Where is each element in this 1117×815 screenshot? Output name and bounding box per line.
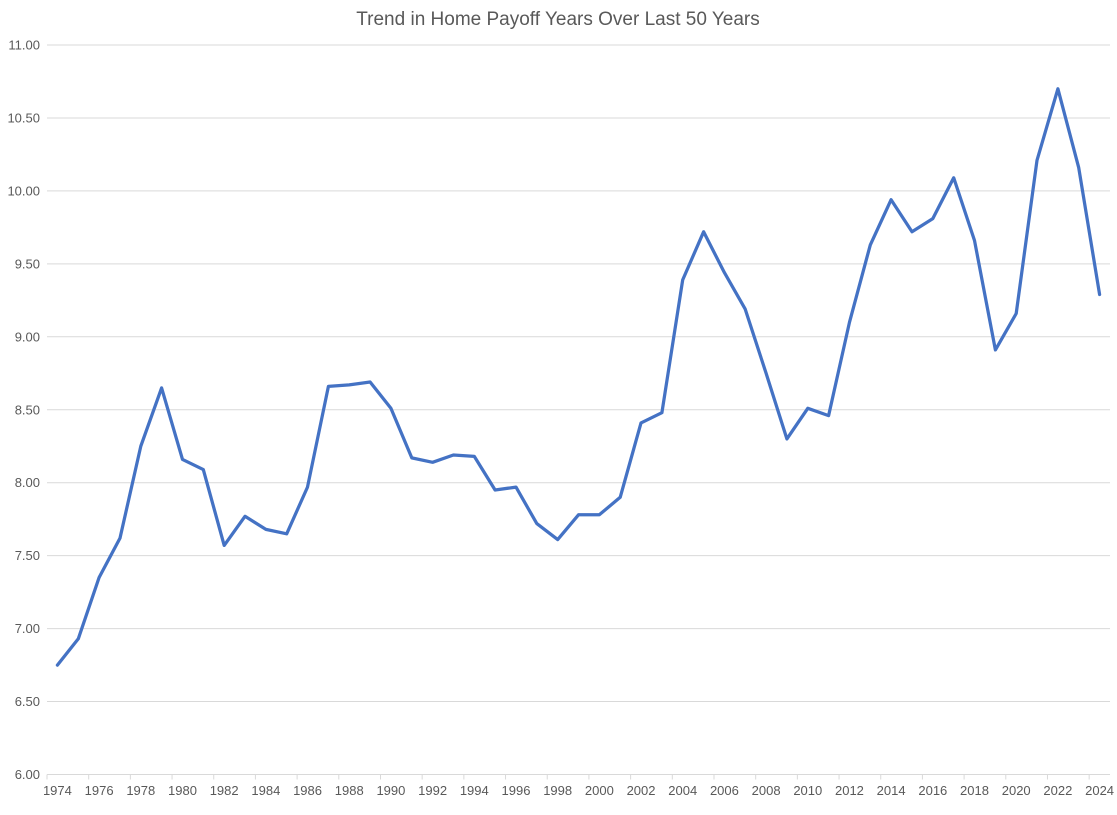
y-axis-tick-label: 10.00 <box>7 183 40 198</box>
x-axis-tick-label: 1992 <box>418 783 447 798</box>
y-axis-tick-label: 10.50 <box>7 110 40 125</box>
x-axis-tick-label: 1974 <box>43 783 72 798</box>
x-axis <box>46 774 1110 780</box>
x-axis-tick-label: 1976 <box>85 783 114 798</box>
x-axis-tick-label: 2006 <box>710 783 739 798</box>
y-axis-tick-label: 9.50 <box>15 256 40 271</box>
x-axis-tick-label: 1980 <box>168 783 197 798</box>
y-axis-tick-label: 8.50 <box>15 402 40 417</box>
x-axis-tick-label: 1990 <box>376 783 405 798</box>
x-axis-tick-label: 2020 <box>1002 783 1031 798</box>
x-axis-tick-label: 2008 <box>752 783 781 798</box>
gridlines <box>47 44 1110 775</box>
x-axis-tick-label: 1994 <box>460 783 489 798</box>
x-axis-tick-label: 2010 <box>793 783 822 798</box>
x-axis-tick-label: 2002 <box>627 783 656 798</box>
series-line <box>55 87 1102 667</box>
x-axis-tick-label: 1982 <box>210 783 239 798</box>
x-axis-tick-label: 2000 <box>585 783 614 798</box>
x-axis-labels: 1974 1976 1978 1980 1982 1984 1986 1988 1990 1992… <box>43 783 1114 798</box>
x-axis-tick-label: 2024 <box>1085 783 1114 798</box>
y-axis-tick-label: 7.00 <box>15 621 40 636</box>
chart-title: Trend in Home Payoff Years Over Last 50 … <box>356 9 759 30</box>
y-axis-tick-label: 6.50 <box>15 694 40 709</box>
x-axis-tick-label: 1984 <box>251 783 280 798</box>
y-axis-tick-label: 8.00 <box>15 475 40 490</box>
x-axis-tick-label: 2014 <box>877 783 906 798</box>
x-axis-tick-label: 1998 <box>543 783 572 798</box>
series-home-payoff-years <box>55 87 1102 667</box>
x-axis-tick-label: 2012 <box>835 783 864 798</box>
y-axis-tick-label: 9.00 <box>15 329 40 344</box>
y-axis-tick-label: 6.00 <box>15 767 40 782</box>
x-axis-tick-label: 1996 <box>502 783 531 798</box>
x-axis-tick-label: 1986 <box>293 783 322 798</box>
x-axis-tick-label: 2004 <box>668 783 697 798</box>
x-axis-tick-label: 1988 <box>335 783 364 798</box>
y-axis-tick-label: 7.50 <box>15 548 40 563</box>
x-axis-tick-label: 1978 <box>126 783 155 798</box>
x-axis-tick-label: 2018 <box>960 783 989 798</box>
x-axis-tick-label: 2016 <box>918 783 947 798</box>
y-axis-tick-label: 11.00 <box>8 38 40 53</box>
y-axis-labels: 11.00 10.50 10.00 9.50 9.00 8.50 8.00 7.50 7.00 6… <box>7 38 40 783</box>
x-axis-tick-label: 2022 <box>1043 783 1072 798</box>
